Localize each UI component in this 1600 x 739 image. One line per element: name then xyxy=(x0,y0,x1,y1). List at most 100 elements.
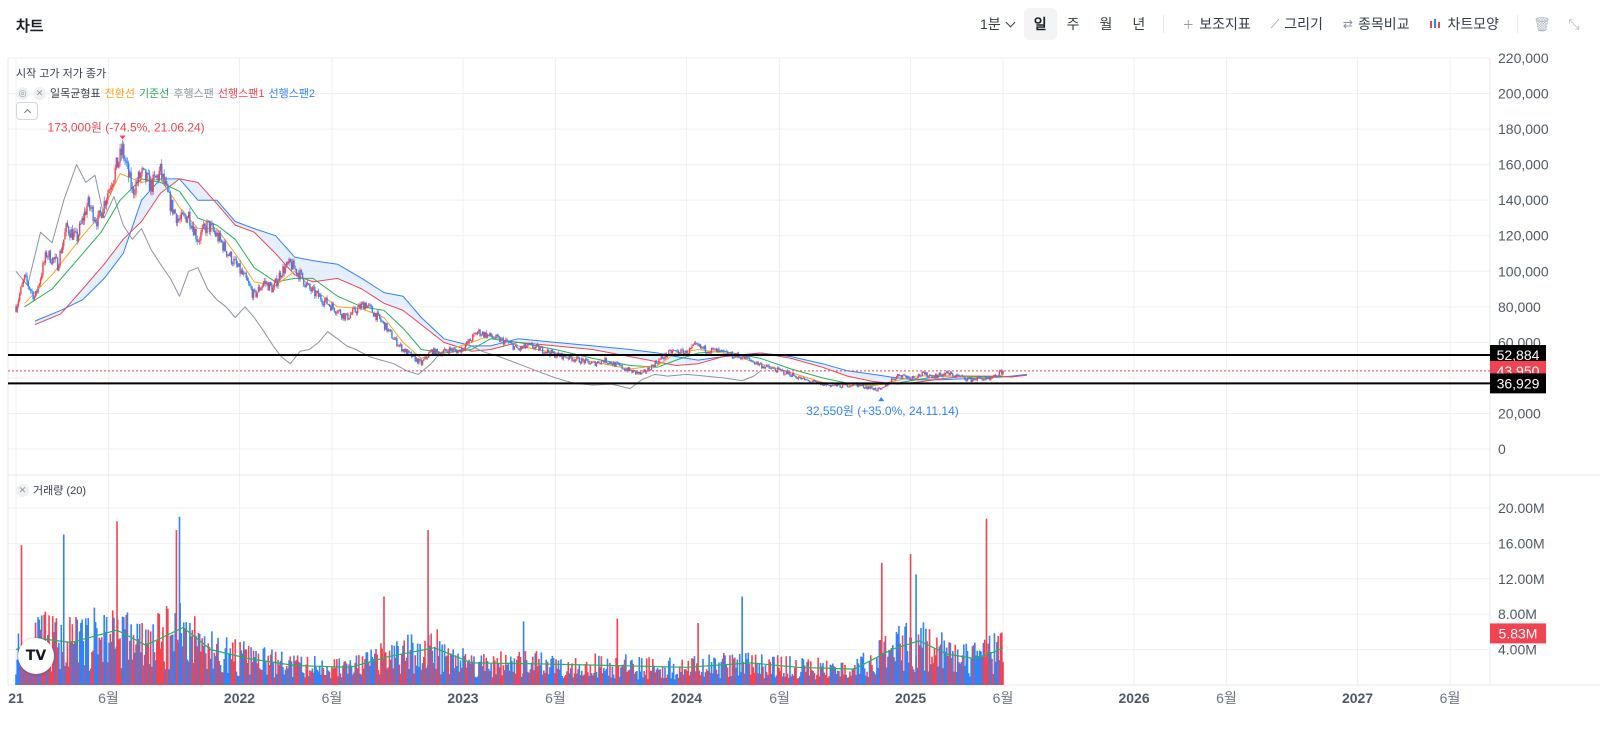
volume-bar xyxy=(260,669,262,685)
volume-bar xyxy=(536,666,539,685)
close-icon[interactable]: ✕ xyxy=(33,86,46,100)
volume-bar xyxy=(807,659,810,685)
candle-body xyxy=(883,386,885,388)
candle-body xyxy=(66,223,69,227)
candle-body xyxy=(527,343,529,347)
candle-body xyxy=(78,223,81,235)
volume-spike-bar xyxy=(915,574,917,685)
volume-bar xyxy=(665,677,668,685)
candle-body xyxy=(247,280,250,284)
indicators-button[interactable]: ＋ 보조지표 xyxy=(1172,8,1261,40)
candle-body xyxy=(930,375,932,376)
volume-bar xyxy=(189,622,191,685)
candle-body xyxy=(371,306,374,313)
draw-button[interactable]: ⟋ 그리기 xyxy=(1261,8,1333,40)
volume-bar xyxy=(923,670,926,685)
volume-bar xyxy=(137,639,140,685)
timeframe-month-button[interactable]: 월 xyxy=(1099,16,1113,32)
volume-bar xyxy=(682,674,685,685)
volume-bar xyxy=(614,678,616,685)
candle-body xyxy=(465,341,468,345)
candle-body xyxy=(180,212,183,220)
candle-body xyxy=(374,313,376,317)
candle-body xyxy=(53,257,55,260)
candle-body xyxy=(1001,370,1003,374)
volume-bar xyxy=(554,673,556,685)
timeframe-week-button[interactable]: 주 xyxy=(1066,16,1080,32)
toolbar-divider xyxy=(1163,15,1165,33)
candle-body xyxy=(87,197,89,206)
chart-style-button[interactable]: 차트모양 xyxy=(1419,8,1509,40)
volume-bar xyxy=(321,660,323,685)
volume-bar xyxy=(535,651,538,685)
pencil-icon: ⟋ xyxy=(1270,16,1280,31)
volume-bar xyxy=(808,675,811,685)
volume-bar xyxy=(86,624,88,685)
volume-bar xyxy=(156,640,158,685)
timeframe-year-button[interactable]: 년 xyxy=(1132,16,1146,32)
volume-bar xyxy=(498,667,501,685)
candle-body xyxy=(661,356,664,359)
volume-bar xyxy=(609,662,611,685)
volume-bar xyxy=(360,674,363,685)
volume-bar xyxy=(650,670,653,685)
volume-bar xyxy=(304,677,306,685)
volume-bar xyxy=(748,664,751,685)
volume-bar xyxy=(410,634,413,685)
volume-bar xyxy=(18,649,21,685)
candle-body xyxy=(121,144,124,156)
candle-body xyxy=(859,384,861,386)
volume-bar xyxy=(634,671,637,685)
legend-collapse-button[interactable] xyxy=(16,102,38,120)
volume-bar xyxy=(388,650,391,685)
volume-spike-bar xyxy=(616,618,619,685)
candle-body xyxy=(276,278,278,287)
volume-bar xyxy=(288,660,290,685)
candle-body xyxy=(579,362,582,364)
timeframe-day-button[interactable]: 일 xyxy=(1023,8,1057,40)
candle-body xyxy=(562,353,565,359)
volume-bar xyxy=(943,640,946,685)
volume-bar xyxy=(50,671,53,685)
volume-bar xyxy=(126,612,129,685)
legend-chikou: 후행스팬 xyxy=(173,88,214,100)
volume-bar xyxy=(371,656,374,685)
volume-bar xyxy=(467,661,469,685)
collapse-icon[interactable]: ⤡ xyxy=(1568,15,1580,32)
volume-bar xyxy=(163,661,165,685)
chart-canvas[interactable]: 020,00060,00080,000100,000120,000140,000… xyxy=(0,48,1600,739)
timeframe-1min-dropdown[interactable]: 1분 xyxy=(970,8,1024,40)
volume-bar xyxy=(309,670,311,685)
candle-body xyxy=(279,272,282,278)
candle-body xyxy=(934,374,937,379)
candle-body xyxy=(234,258,236,260)
candle-body xyxy=(217,232,219,242)
legend-senkou-b: 선행스팬2 xyxy=(268,88,316,100)
close-icon[interactable]: ✕ xyxy=(16,483,29,497)
candle-body xyxy=(32,291,34,300)
volume-bar xyxy=(644,674,647,685)
volume-bar xyxy=(266,674,268,685)
volume-bar xyxy=(391,645,393,685)
volume-bar xyxy=(257,653,260,685)
volume-bar xyxy=(680,672,682,685)
volume-bar xyxy=(727,676,730,685)
candle-body xyxy=(221,239,223,243)
candle-body xyxy=(230,251,233,264)
volume-bar xyxy=(663,678,665,685)
price-tag-label: 52,884 xyxy=(1497,347,1540,363)
compare-button[interactable]: ⇄ 종목비교 xyxy=(1333,8,1420,40)
volume-bar xyxy=(895,631,898,685)
eye-off-icon[interactable]: ◎ xyxy=(16,86,29,100)
volume-bar xyxy=(622,664,625,685)
candle-body xyxy=(223,241,225,251)
candle-body xyxy=(127,163,130,178)
volume-bars-group xyxy=(15,516,1004,685)
trash-icon[interactable]: 🗑 xyxy=(1533,15,1551,32)
candle-body xyxy=(592,361,594,363)
volume-bar xyxy=(491,677,494,685)
volume-bar xyxy=(338,658,341,685)
candle-body xyxy=(757,361,759,366)
volume-bar xyxy=(109,633,112,685)
candle-body xyxy=(773,367,775,369)
